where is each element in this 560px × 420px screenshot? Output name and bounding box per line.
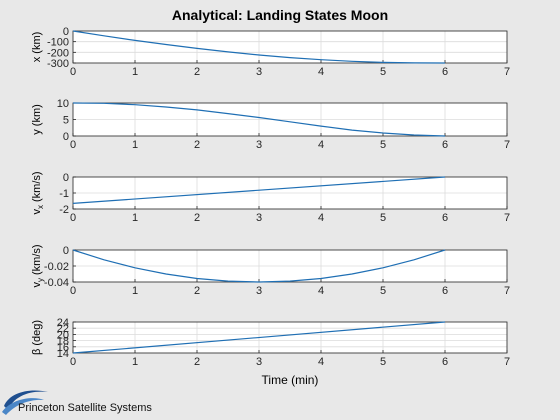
y-tick-label: 0	[63, 26, 69, 38]
y-axis-label: x (km)	[31, 32, 43, 63]
x-tick-label: 0	[70, 139, 76, 151]
y-axis-label: vy (km/s)	[31, 244, 45, 287]
company-name: Princeton Satellite Systems	[18, 402, 152, 414]
y-tick-label: -0.04	[44, 277, 69, 289]
series-line	[72, 102, 446, 137]
y-tick-label: -100	[47, 37, 69, 49]
x-tick-label: 6	[442, 285, 448, 297]
x-axis-label: Time (min)	[262, 373, 319, 387]
x-tick-label: 5	[380, 139, 386, 151]
series-line	[72, 321, 446, 354]
y-tick-label: 0	[63, 131, 69, 143]
axes-box	[72, 30, 508, 64]
x-tick-label: 7	[504, 285, 510, 297]
x-tick-label: 7	[504, 66, 510, 78]
x-tick-label: 1	[132, 356, 138, 368]
x-tick-label: 4	[318, 139, 324, 151]
x-tick-label: 6	[442, 212, 448, 224]
y-tick-label: 14	[57, 348, 69, 360]
y-tick-label: 0	[63, 172, 69, 184]
x-tick-label: 6	[442, 139, 448, 151]
x-tick-label: 5	[380, 212, 386, 224]
y-tick-label: -1	[59, 188, 69, 200]
y-tick-label: -300	[47, 58, 69, 70]
x-tick-label: 3	[256, 66, 262, 78]
x-tick-label: 4	[318, 285, 324, 297]
y-axis-label: y (km)	[31, 104, 43, 135]
y-tick-label: 22	[57, 323, 69, 335]
x-tick-label: 7	[504, 356, 510, 368]
x-tick-label: 3	[256, 212, 262, 224]
x-tick-label: 2	[194, 285, 200, 297]
y-tick-label: 10	[57, 98, 69, 110]
y-tick-label: 18	[57, 336, 69, 348]
x-tick-label: 3	[256, 285, 262, 297]
y-tick-label: -200	[47, 47, 69, 59]
figure-title: Analytical: Landing States Moon	[172, 7, 388, 23]
y-tick-label: 16	[57, 342, 69, 354]
x-tick-label: 3	[256, 356, 262, 368]
x-tick-label: 4	[318, 66, 324, 78]
subplot-3: 0 1 2 3 4 5 6 70-1-2vx (km/s)	[31, 171, 510, 224]
x-tick-label: 6	[442, 66, 448, 78]
x-tick-label: 3	[256, 139, 262, 151]
x-tick-label: 0	[70, 212, 76, 224]
x-tick-label: 2	[194, 139, 200, 151]
y-tick-label: -0.02	[44, 261, 69, 273]
x-tick-label: 0	[70, 285, 76, 297]
x-tick-label: 6	[442, 356, 448, 368]
series-line	[72, 249, 446, 283]
x-tick-label: 0	[70, 356, 76, 368]
x-tick-label: 0	[70, 66, 76, 78]
swoosh-logo-icon	[2, 390, 48, 415]
y-tick-label: 24	[57, 317, 69, 329]
y-tick-label: 5	[63, 115, 69, 127]
axes-box	[72, 321, 508, 354]
x-tick-label: 7	[504, 212, 510, 224]
x-tick-label: 5	[380, 356, 386, 368]
x-tick-label: 7	[504, 139, 510, 151]
y-axis-label: β (deg)	[31, 320, 43, 355]
x-tick-label: 5	[380, 66, 386, 78]
x-tick-label: 2	[194, 356, 200, 368]
x-tick-label: 2	[194, 66, 200, 78]
x-tick-label: 5	[380, 285, 386, 297]
y-tick-label: 20	[57, 329, 69, 341]
y-tick-label: 0	[63, 245, 69, 257]
y-axis-label: vx (km/s)	[31, 171, 45, 214]
x-tick-label: 4	[318, 356, 324, 368]
x-tick-label: 1	[132, 285, 138, 297]
x-tick-label: 1	[132, 66, 138, 78]
x-tick-label: 2	[194, 212, 200, 224]
series-line	[72, 176, 446, 204]
x-tick-label: 4	[318, 212, 324, 224]
plot-area	[73, 322, 507, 353]
y-tick-label: -2	[59, 204, 69, 216]
series-line	[72, 30, 446, 64]
x-tick-label: 1	[132, 139, 138, 151]
x-tick-label: 1	[132, 212, 138, 224]
